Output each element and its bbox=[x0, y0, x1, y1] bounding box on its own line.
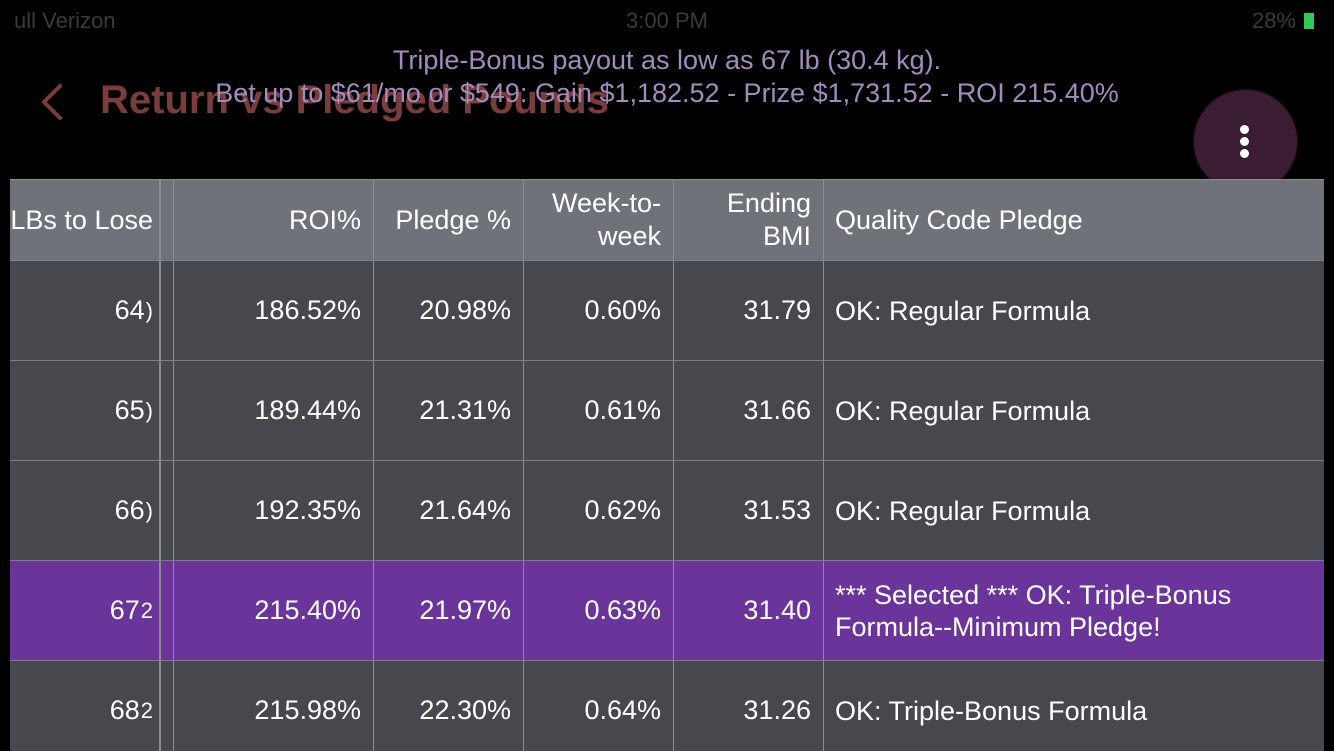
banner-line-2: Bet up to $61/mo or $549: Gain $1,182.52… bbox=[215, 78, 1119, 108]
truncated-text: 2 bbox=[140, 697, 153, 723]
bmi-cell: 31.79 bbox=[674, 261, 824, 360]
bmi-cell: 31.40 bbox=[674, 561, 824, 660]
table-row-selected[interactable]: 67 2 215.40% 21.97% 0.63% 31.40 *** Selec… bbox=[10, 561, 1324, 661]
table-row[interactable]: 68 2 215.98% 22.30% 0.64% 31.26 OK: Tripl… bbox=[10, 661, 1324, 751]
chevron-left-icon bbox=[42, 84, 62, 120]
week-cell: 0.60% bbox=[524, 261, 674, 360]
carrier-label: ull Verizon bbox=[14, 8, 116, 33]
column-divider bbox=[160, 461, 174, 560]
week-cell: 0.64% bbox=[524, 661, 674, 751]
pledge-cell: 21.97% bbox=[374, 561, 524, 660]
lbs-cell: 65) bbox=[10, 361, 160, 460]
battery-icon bbox=[1304, 13, 1314, 29]
column-divider bbox=[160, 261, 174, 360]
column-divider bbox=[160, 561, 174, 660]
header-lbs-to-lose[interactable]: LBs to Lose bbox=[10, 180, 160, 260]
roi-cell: 186.52% bbox=[174, 261, 374, 360]
time-label: 3:00 PM bbox=[626, 8, 708, 33]
quality-cell: OK: Regular Formula bbox=[835, 495, 1091, 526]
header-pledge[interactable]: Pledge % bbox=[374, 180, 524, 260]
pledge-cell: 22.30% bbox=[374, 661, 524, 751]
payout-banner: Triple-Bonus payout as low as 67 lb (30.… bbox=[140, 44, 1194, 110]
week-cell: 0.63% bbox=[524, 561, 674, 660]
more-menu-button[interactable] bbox=[1194, 90, 1297, 193]
table-header: LBs to Lose ROI% Pledge % Week-to-week E… bbox=[10, 180, 1324, 261]
status-bar: ull Verizon 3:00 PM 28% bbox=[0, 0, 1334, 40]
pledge-cell: 20.98% bbox=[374, 261, 524, 360]
lbs-value: 64 bbox=[114, 295, 145, 325]
header-roi[interactable]: ROI% bbox=[174, 180, 374, 260]
truncated-text: ) bbox=[145, 297, 153, 323]
quality-cell: OK: Regular Formula bbox=[835, 395, 1091, 426]
lbs-cell: 68 2 bbox=[10, 661, 160, 751]
lbs-value: 68 bbox=[109, 695, 140, 725]
truncated-text: ) bbox=[145, 397, 153, 423]
lbs-value: 66 bbox=[114, 495, 145, 525]
table-row[interactable]: 66) 192.35% 21.64% 0.62% 31.53 OK: Regul… bbox=[10, 461, 1324, 561]
banner-line-1: Triple-Bonus payout as low as 67 lb (30.… bbox=[392, 45, 942, 75]
column-divider bbox=[160, 180, 174, 260]
header-ending-bmi[interactable]: Ending BMI bbox=[674, 180, 824, 260]
back-button[interactable] bbox=[36, 78, 76, 126]
page-title: Return vs Pledged Pounds bbox=[100, 78, 609, 122]
column-divider bbox=[160, 361, 174, 460]
table-row[interactable]: 65) 189.44% 21.31% 0.61% 31.66 OK: Regul… bbox=[10, 361, 1324, 461]
truncated-text: ) bbox=[145, 497, 153, 523]
quality-cell: OK: Triple-Bonus Formula bbox=[835, 695, 1148, 726]
quality-cell: OK: Regular Formula bbox=[835, 295, 1091, 326]
battery-percent: 28% bbox=[1251, 8, 1296, 33]
header-week-to-week[interactable]: Week-to-week bbox=[524, 180, 674, 260]
lbs-value: 67 bbox=[109, 595, 140, 625]
pledge-table: LBs to Lose ROI% Pledge % Week-to-week E… bbox=[10, 179, 1324, 751]
quality-cell: *** Selected *** OK: Triple-Bonus Formul… bbox=[835, 579, 1232, 642]
lbs-cell: 66) bbox=[10, 461, 160, 560]
week-cell: 0.61% bbox=[524, 361, 674, 460]
week-cell: 0.62% bbox=[524, 461, 674, 560]
header-quality-code[interactable]: Quality Code Pledge bbox=[835, 204, 1083, 235]
roi-cell: 215.98% bbox=[174, 661, 374, 751]
truncated-text: 2 bbox=[140, 597, 153, 623]
pledge-cell: 21.64% bbox=[374, 461, 524, 560]
pledge-cell: 21.31% bbox=[374, 361, 524, 460]
roi-cell: 192.35% bbox=[174, 461, 374, 560]
roi-cell: 189.44% bbox=[174, 361, 374, 460]
column-divider bbox=[160, 661, 174, 751]
bmi-cell: 31.53 bbox=[674, 461, 824, 560]
bmi-cell: 31.66 bbox=[674, 361, 824, 460]
lbs-value: 65 bbox=[114, 395, 145, 425]
lbs-cell: 64) bbox=[10, 261, 160, 360]
lbs-cell: 67 2 bbox=[10, 561, 160, 660]
bmi-cell: 31.26 bbox=[674, 661, 824, 751]
battery-indicator: 28% bbox=[1252, 8, 1314, 34]
table-row[interactable]: 64) 186.52% 20.98% 0.60% 31.79 OK: Regul… bbox=[10, 261, 1324, 361]
roi-cell: 215.40% bbox=[174, 561, 374, 660]
